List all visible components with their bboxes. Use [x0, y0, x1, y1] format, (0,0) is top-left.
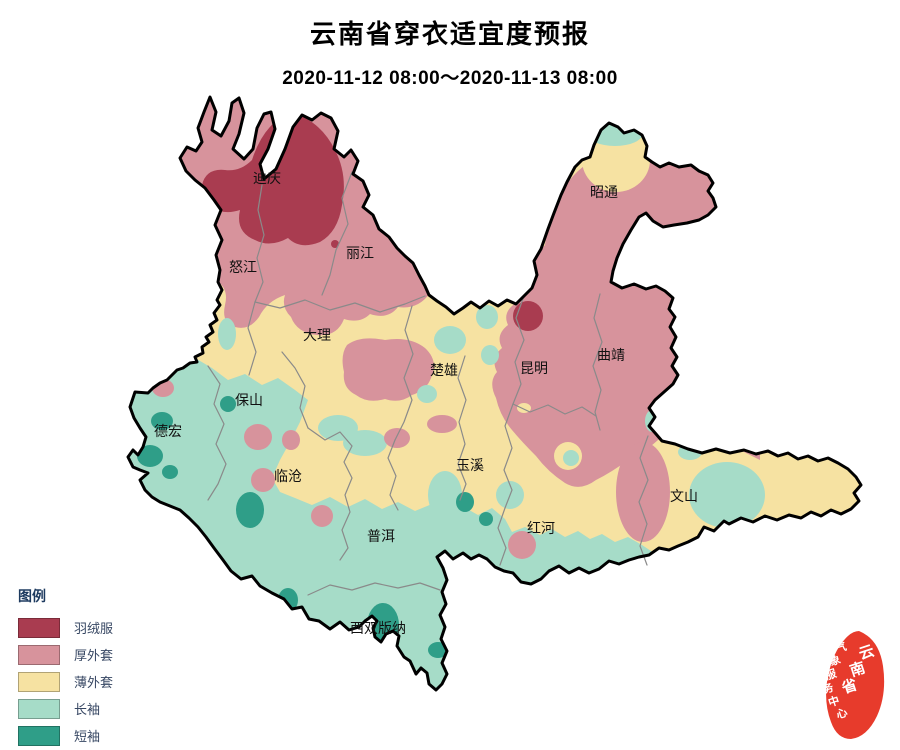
legend-swatch — [18, 644, 60, 665]
map-region-label: 大理 — [303, 327, 331, 343]
zone-down-jacket-diqing — [201, 112, 344, 246]
map-region-label: 昆明 — [520, 360, 548, 376]
seal-shape — [826, 631, 885, 739]
map-region-label: 迪庆 — [253, 170, 281, 186]
zone-thin-coat-zhaotong — [582, 128, 650, 192]
forecast-period: 2020-11-12 08:00～2020-11-13 08:00 — [282, 68, 618, 89]
legend-item: 薄外套 — [12, 668, 113, 695]
legend-swatch — [18, 617, 60, 638]
seal-character: 南 — [848, 658, 868, 680]
legend-item: 羽绒服 — [12, 614, 113, 641]
seal-character: 中 — [826, 693, 841, 710]
legend-item-label: 厚外套 — [74, 648, 114, 663]
climate-zones — [128, 97, 861, 690]
seal-character: 省 — [839, 675, 860, 697]
map-region-label: 红河 — [527, 520, 555, 536]
seal-character: 象 — [827, 652, 842, 669]
legend-item: 短袖 — [12, 722, 113, 749]
legend-item: 厚外套 — [12, 641, 113, 668]
map-region-label: 玉溪 — [456, 457, 484, 473]
map-region-label: 丽江 — [346, 245, 374, 261]
legend-item-label: 长袖 — [74, 702, 101, 717]
map-region-label: 普洱 — [367, 528, 395, 544]
page-title: 云南省穿衣适宜度预报 — [309, 20, 590, 49]
legend-swatch — [18, 671, 60, 692]
legend-item-label: 短袖 — [74, 729, 101, 744]
seal-character: 气 — [832, 639, 848, 656]
legend: 图例 羽绒服厚外套薄外套长袖短袖 — [12, 586, 113, 749]
map-region-label: 昭通 — [590, 184, 618, 200]
map-region-label: 曲靖 — [597, 347, 625, 363]
legend-title: 图例 — [18, 588, 46, 604]
legend-item-label: 薄外套 — [74, 675, 114, 690]
title-block: 云南省穿衣适宜度预报 2020-11-12 08:00～2020-11-13 0… — [0, 0, 900, 90]
map-region-label: 西双版纳 — [350, 620, 406, 636]
down-jacket-spot — [331, 240, 339, 248]
map-region-label: 临沧 — [274, 468, 302, 484]
legend-item: 长袖 — [12, 695, 113, 722]
long-sleeve-spot — [563, 450, 579, 466]
legend-items: 羽绒服厚外套薄外套长袖短袖 — [12, 614, 113, 749]
seal-character: 心 — [835, 706, 849, 722]
seal-character: 服 — [824, 666, 839, 682]
map-region-label: 保山 — [235, 392, 263, 408]
legend-swatch — [18, 698, 60, 719]
map-region-label: 德宏 — [154, 423, 182, 439]
map-region-label: 楚雄 — [430, 362, 458, 378]
map-region-label: 文山 — [670, 488, 698, 504]
seal-character: 云 — [857, 643, 876, 663]
map-region-label: 怒江 — [229, 259, 257, 275]
province-outline — [126, 95, 863, 692]
prefecture-borders — [207, 171, 649, 596]
legend-item-label: 羽绒服 — [74, 621, 114, 636]
zone-thick-coat-chuxiong — [342, 338, 434, 401]
legend-swatch — [18, 725, 60, 746]
down-jacket-spot-kunming — [513, 301, 543, 331]
